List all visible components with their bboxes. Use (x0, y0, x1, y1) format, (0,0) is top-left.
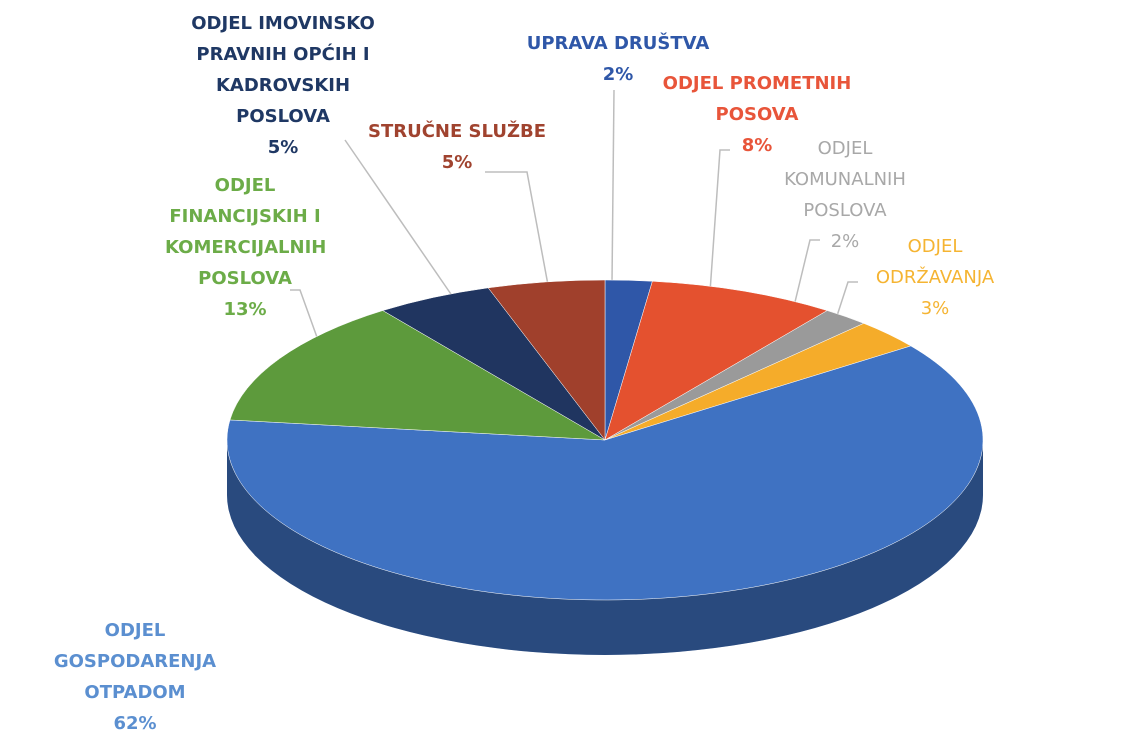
slice (229, 310, 606, 441)
category-label: STRUČNE SLUŽBE (367, 121, 547, 142)
leader-line (485, 171, 549, 286)
leader-line (290, 289, 319, 341)
slice (604, 281, 828, 441)
percent-label: 5% (267, 137, 299, 158)
leader-line (794, 239, 820, 303)
slice-label: ODJEL KOMUNALNIH POSLOVA 2% (780, 133, 910, 257)
slice-label: ODJEL FINANCIJSKIH I KOMERCIJALNIH POSLO… (165, 170, 327, 325)
category-label: UPRAVA DRUŠTVA (526, 33, 710, 54)
slice-label: ODJEL GOSPODARENJA OTPADOM 62% (35, 615, 235, 739)
slice-label: ODJEL ODRŽAVANJA 3% (860, 231, 1010, 324)
category-label: ODJEL ODRŽAVANJA (875, 236, 995, 288)
percent-label: 8% (741, 135, 773, 156)
slice (226, 345, 984, 601)
percent-label: 2% (602, 64, 634, 85)
percent-label: 2% (830, 231, 860, 252)
leader-line (611, 89, 615, 283)
leader-line (834, 281, 858, 323)
slice-label: STRUČNE SLUŽBE 5% (347, 116, 567, 178)
slice-label: ODJEL PROMETNIH POSOVA 8% (647, 68, 867, 161)
category-label: ODJEL PROMETNIH POSOVA (662, 73, 852, 125)
slice-label: ODJEL IMOVINSKO PRAVNIH OPĆIH I KADROVSK… (183, 8, 383, 163)
percent-label: 13% (223, 299, 267, 320)
percent-label: 5% (441, 152, 473, 173)
slice-label: UPRAVA DRUŠTVA 2% (498, 28, 738, 90)
side-shade (227, 440, 983, 655)
category-label: ODJEL KOMUNALNIH POSLOVA (784, 138, 906, 221)
slice-side (227, 440, 983, 655)
percent-label: 3% (920, 298, 950, 319)
slice (487, 279, 606, 441)
leader-line (344, 139, 456, 301)
leader-line (709, 149, 730, 293)
category-label: ODJEL FINANCIJSKIH I KOMERCIJALNIH POSLO… (165, 175, 327, 289)
category-label: ODJEL IMOVINSKO PRAVNIH OPĆIH I KADROVSK… (191, 13, 375, 127)
category-label: ODJEL GOSPODARENJA OTPADOM (53, 620, 217, 703)
percent-label: 62% (113, 713, 157, 734)
